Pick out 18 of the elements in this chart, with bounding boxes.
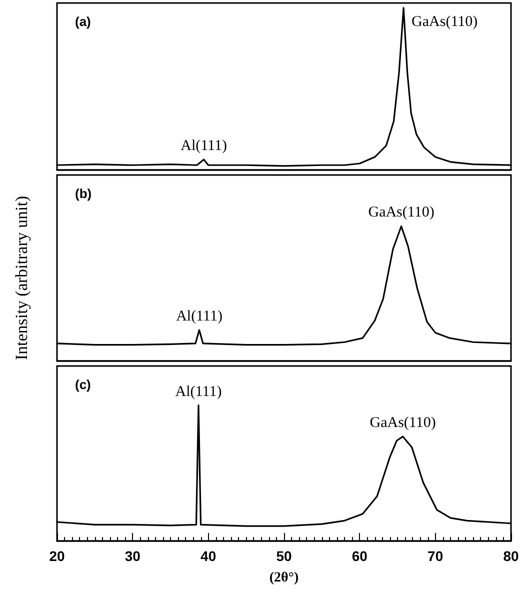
x-tick-label: 40: [200, 548, 216, 564]
x-tick-label: 80: [503, 548, 519, 564]
y-axis-title: Intensity (arbitrary unit): [12, 195, 32, 360]
x-tick-label: 70: [428, 548, 444, 564]
x-tick-label: 50: [276, 548, 292, 564]
text: (a): [75, 14, 91, 29]
annotation: Al(111): [176, 308, 222, 324]
annotation: GaAs(110): [368, 204, 434, 221]
annotation: Al(111): [180, 138, 227, 154]
x-axis-title: (2θ°): [269, 570, 299, 586]
annotation: Al(111): [175, 384, 222, 400]
x-tick-label: 60: [352, 548, 368, 564]
annotation: GaAs(110): [370, 415, 436, 432]
chart-title: (b): [75, 186, 92, 201]
annotation: GaAs(110): [412, 14, 478, 30]
x-tick-label: 30: [124, 548, 141, 564]
x-tick-label: 20: [49, 548, 65, 564]
chart-title: (c): [75, 377, 91, 392]
